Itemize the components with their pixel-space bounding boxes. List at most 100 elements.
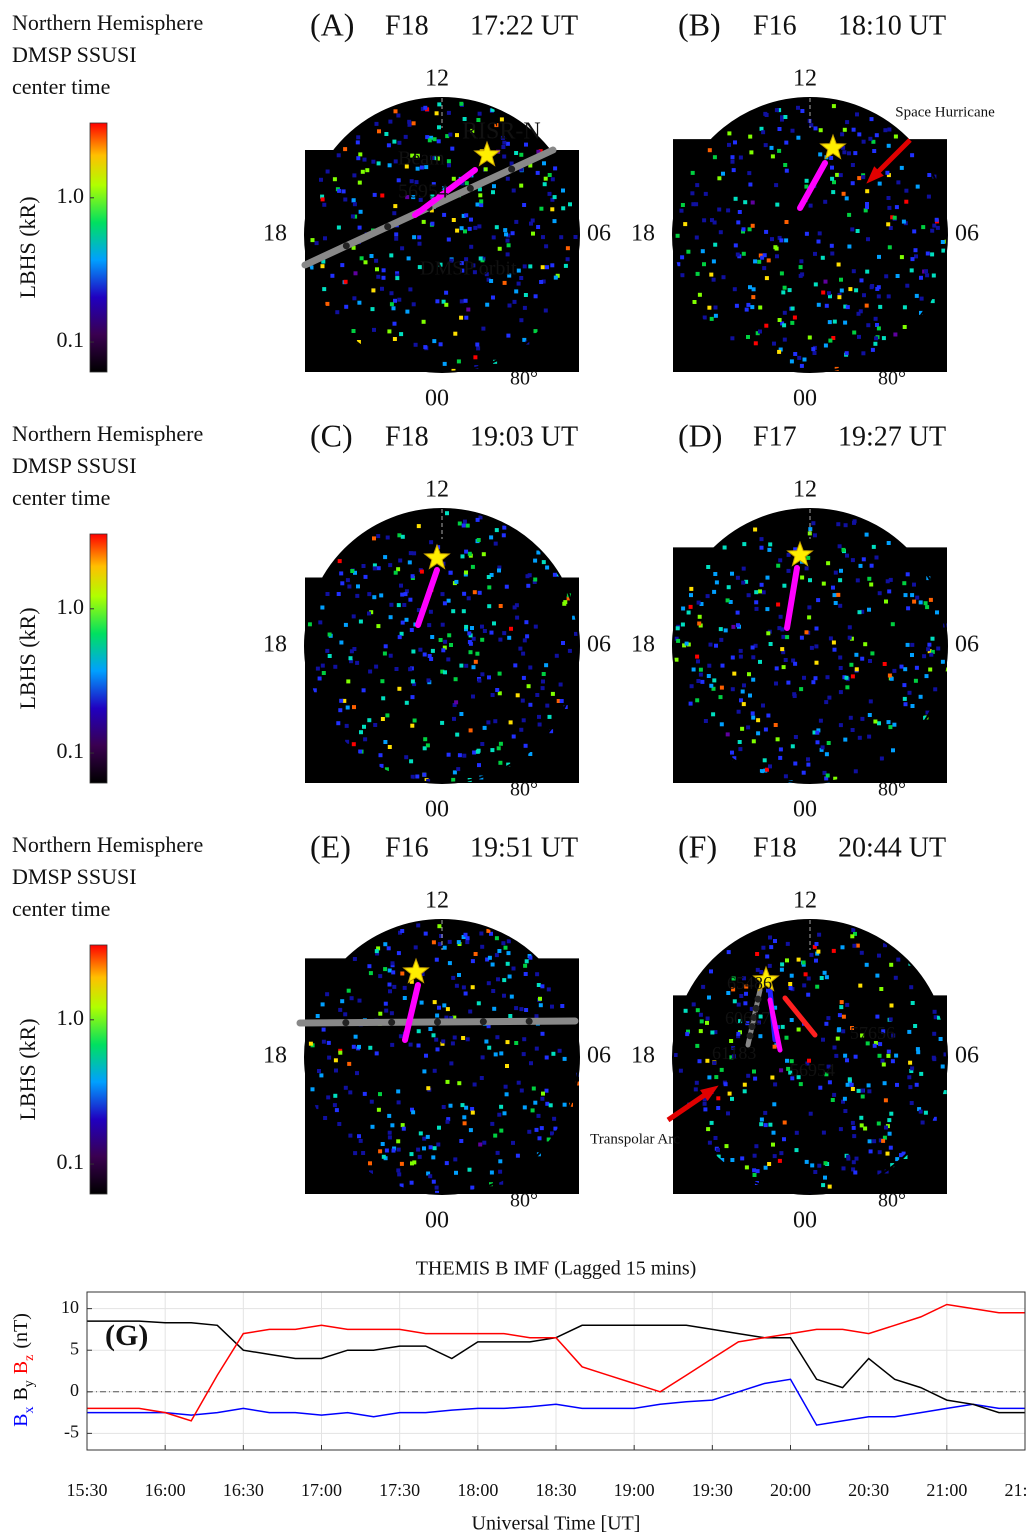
image-pixel [560,699,564,703]
image-pixel [526,584,530,588]
image-pixel [559,683,563,687]
image-pixel [709,684,713,688]
image-pixel [836,522,840,526]
image-pixel [867,608,871,612]
image-pixel [333,1094,337,1098]
image-pixel [796,136,800,140]
image-pixel [910,268,914,272]
image-pixel [919,276,923,280]
image-pixel [926,647,930,651]
image-pixel [345,724,349,728]
image-pixel [503,228,507,232]
image-pixel [763,253,767,257]
image-pixel [535,972,539,976]
image-pixel [740,727,744,731]
image-pixel [519,276,523,280]
image-pixel [566,246,570,250]
image-pixel [727,131,731,135]
image-pixel [805,232,809,236]
image-pixel [939,1037,943,1041]
image-pixel [450,147,454,151]
image-pixel [826,561,830,565]
image-pixel [715,580,719,584]
image-pixel [464,316,468,320]
image-pixel [748,285,752,289]
image-pixel [316,1014,320,1018]
image-pixel [727,143,731,147]
image-pixel [675,658,679,662]
image-pixel [473,1083,477,1087]
image-pixel [361,170,365,174]
image-pixel [517,269,521,273]
image-pixel [356,584,360,588]
image-pixel [507,243,511,247]
image-pixel [489,535,493,539]
image-pixel [545,1089,549,1093]
image-pixel [503,281,507,285]
image-pixel [807,605,811,609]
image-pixel [476,346,480,350]
image-pixel [451,609,455,613]
image-pixel [462,609,466,613]
image-pixel [758,589,762,593]
image-pixel [471,985,475,989]
image-pixel [710,1031,714,1035]
image-pixel [731,625,735,629]
image-pixel [690,684,694,688]
image-pixel [435,299,439,303]
image-pixel [505,585,509,589]
image-pixel [840,132,844,136]
colorbar [90,534,107,783]
image-pixel [503,1111,507,1115]
image-pixel [505,1092,509,1096]
image-pixel [402,603,406,607]
image-pixel [420,1001,424,1005]
image-pixel [376,275,380,279]
image-pixel [388,163,392,167]
annotation: Beam [398,148,445,170]
image-pixel [866,237,870,241]
image-pixel [888,1132,892,1136]
image-pixel [860,717,864,721]
panel-satellite: F16 [753,10,797,41]
image-pixel [393,299,397,303]
image-pixel [527,684,531,688]
orbit-dot [342,1019,349,1026]
image-pixel [839,666,843,670]
image-pixel [507,951,511,955]
image-pixel [676,626,680,630]
image-pixel [497,1113,501,1117]
image-pixel [892,723,896,727]
image-pixel [453,1036,457,1040]
image-pixel [367,612,371,616]
image-pixel [558,1049,562,1053]
image-pixel [754,600,758,604]
image-pixel [703,1102,707,1106]
image-pixel [322,671,326,675]
image-pixel [555,654,559,658]
image-pixel [457,359,461,363]
image-pixel [739,156,743,160]
image-pixel [736,611,740,615]
image-pixel [423,345,427,349]
image-pixel [865,963,869,967]
image-pixel [818,231,822,235]
image-pixel [707,664,711,668]
image-pixel [562,602,566,606]
image-pixel [397,1148,401,1152]
image-pixel [707,996,711,1000]
image-pixel [764,230,768,234]
image-pixel [753,1077,757,1081]
image-pixel [747,593,751,597]
image-pixel [495,225,499,229]
image-pixel [845,554,849,558]
image-pixel [550,263,554,267]
image-pixel [842,1166,846,1170]
image-pixel [730,336,734,340]
image-pixel [443,640,447,644]
image-pixel [478,112,482,116]
image-pixel [352,173,356,177]
image-pixel [357,1134,361,1138]
image-pixel [862,293,866,297]
image-pixel [784,658,788,662]
